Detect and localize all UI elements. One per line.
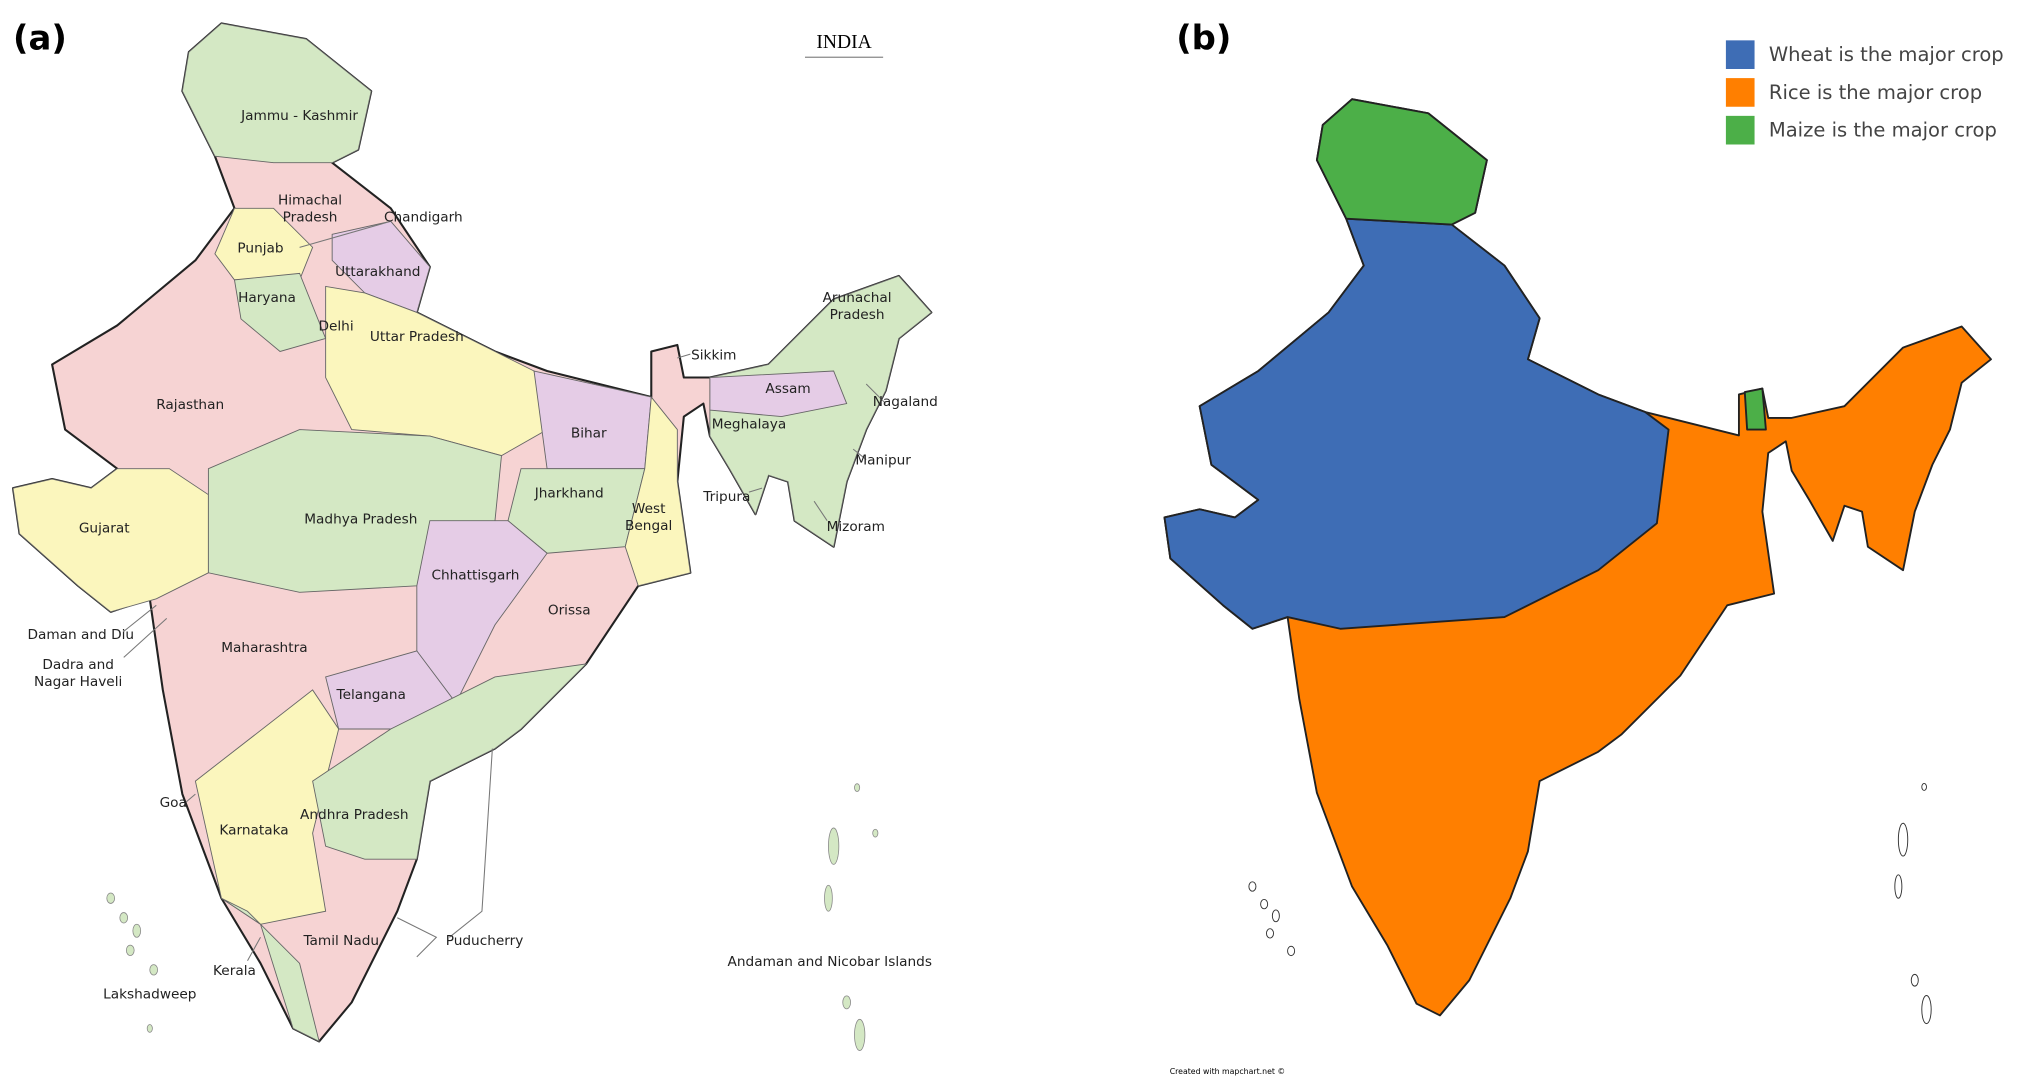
state-label: Delhi xyxy=(318,319,353,335)
state-label: Puducherry xyxy=(446,933,524,949)
region xyxy=(325,285,548,457)
legend-swatch xyxy=(1725,115,1755,145)
region xyxy=(233,272,327,352)
state-label: Mizoram xyxy=(827,519,885,535)
legend-label: Maize is the major crop xyxy=(1769,119,1997,142)
state-label: Kerala xyxy=(213,963,256,979)
state-label: Chhattisgarh xyxy=(431,567,519,583)
state-label: Chandigarh xyxy=(384,209,463,225)
state-label: Bengal xyxy=(625,518,672,534)
state-label: Jharkhand xyxy=(534,485,604,501)
wheat-region xyxy=(1163,217,1670,630)
panel-b: (b) Wheat is the major crop Rice is the m… xyxy=(1163,18,2004,1076)
state-label: Himachal xyxy=(278,192,342,208)
panel-label: (b) xyxy=(1176,18,1231,57)
state-label: Pradesh xyxy=(283,209,338,225)
crop-map xyxy=(1163,98,1992,1025)
region xyxy=(709,370,848,418)
map-title: INDIA xyxy=(816,32,871,53)
state-label: Uttarakhand xyxy=(335,264,420,280)
state-label: Lakshadweep xyxy=(103,986,196,1002)
region xyxy=(181,22,372,164)
state-label: Assam xyxy=(765,381,810,397)
legend: Wheat is the major crop Rice is the major… xyxy=(1725,40,2004,145)
state-label: Jammu - Kashmir xyxy=(240,108,358,124)
state-label: Orissa xyxy=(548,602,591,618)
region xyxy=(416,520,548,704)
legend-label: Wheat is the major crop xyxy=(1769,43,2004,66)
panel-a: (a) INDIA xyxy=(11,18,938,1051)
legend-label: Rice is the major crop xyxy=(1769,81,1982,104)
state-label: Tamil Nadu xyxy=(302,933,379,949)
state-label: Andhra Pradesh xyxy=(300,807,409,823)
state-label: Karnataka xyxy=(219,822,288,838)
state-label: Gujarat xyxy=(79,520,130,536)
state-label: Punjab xyxy=(237,241,283,257)
region xyxy=(624,395,691,587)
region xyxy=(221,897,320,1043)
state-label: Nagar Haveli xyxy=(34,674,122,690)
region xyxy=(709,275,932,548)
state-label: Goa xyxy=(160,795,187,811)
state-label: Daman and Diu xyxy=(27,627,134,643)
state-label: Bihar xyxy=(571,425,607,441)
state-label: Rajasthan xyxy=(156,397,224,413)
state-label: Pradesh xyxy=(830,307,885,323)
legend-swatch xyxy=(1725,78,1755,107)
state-label: Haryana xyxy=(238,290,296,306)
region xyxy=(507,468,646,554)
state-label: Arunachal xyxy=(823,290,892,306)
state-label: Nagaland xyxy=(873,394,938,410)
region xyxy=(312,663,588,860)
state-label: Dadra and xyxy=(42,657,114,673)
india-map xyxy=(11,22,933,1043)
region xyxy=(533,370,652,470)
state-label: Andaman and Nicobar Islands xyxy=(728,954,932,970)
islands xyxy=(106,783,879,1051)
state-label: Manipur xyxy=(855,453,911,469)
state-label: Tripura xyxy=(702,489,750,505)
panel-label: (a) xyxy=(13,18,67,57)
state-label: Telangana xyxy=(336,687,406,703)
maize-region xyxy=(1315,98,1488,226)
region xyxy=(12,468,209,613)
state-label: Uttar Pradesh xyxy=(370,329,464,345)
state-label: Sikkim xyxy=(691,347,736,363)
credit: Created with mapchart.net © xyxy=(1170,1067,1286,1076)
leader-lines xyxy=(123,220,887,961)
legend-swatch xyxy=(1725,40,1755,69)
state-label: Madhya Pradesh xyxy=(304,511,417,527)
state-label: West xyxy=(632,501,666,517)
maize-region xyxy=(1743,387,1767,431)
state-label: Meghalaya xyxy=(712,416,787,432)
state-label: Maharashtra xyxy=(221,640,307,656)
